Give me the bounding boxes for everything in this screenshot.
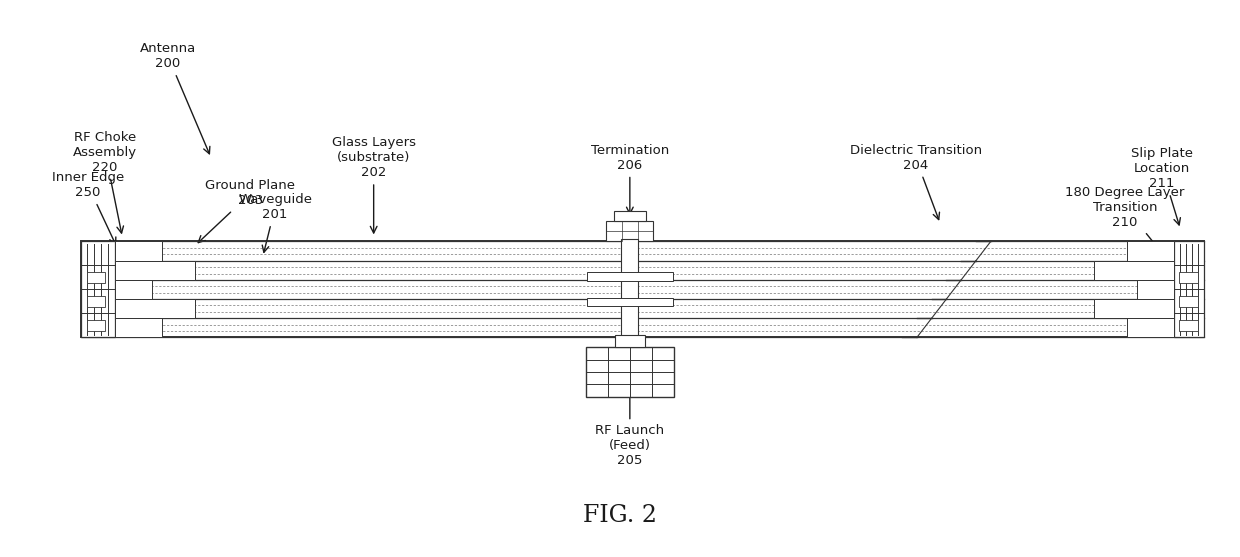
Text: 180 Degree Layer
Transition
210: 180 Degree Layer Transition 210 <box>1065 185 1184 258</box>
Bar <box>115 318 161 338</box>
Bar <box>614 211 646 221</box>
Text: Termination
206: Termination 206 <box>590 144 668 214</box>
Text: Ground Plane
203: Ground Plane 203 <box>198 179 295 243</box>
Bar <box>1127 242 1174 261</box>
Bar <box>1127 318 1174 338</box>
Text: Antenna
200: Antenna 200 <box>140 42 210 154</box>
Bar <box>1174 242 1204 338</box>
Bar <box>587 297 673 306</box>
Bar <box>115 280 153 299</box>
Bar <box>115 261 195 280</box>
Bar <box>606 221 653 242</box>
Bar <box>87 272 105 283</box>
Bar <box>87 320 105 331</box>
Bar <box>115 242 161 261</box>
Bar <box>1179 320 1198 331</box>
Bar <box>615 335 645 348</box>
Bar <box>621 239 639 340</box>
Text: Dielectric Transition
204: Dielectric Transition 204 <box>849 144 982 219</box>
Bar <box>587 272 673 281</box>
Text: FIG. 2: FIG. 2 <box>583 504 657 527</box>
Bar <box>1179 296 1198 307</box>
Bar <box>585 348 675 397</box>
Bar <box>1137 280 1174 299</box>
Bar <box>115 299 195 318</box>
Text: Slip Plate
Location
211: Slip Plate Location 211 <box>1131 147 1193 225</box>
Text: RF Launch
(Feed)
205: RF Launch (Feed) 205 <box>595 360 665 467</box>
Text: Inner Edge
250: Inner Edge 250 <box>52 171 124 245</box>
Text: RF Choke
Assembly
220: RF Choke Assembly 220 <box>73 131 138 233</box>
Text: Waveguide
201: Waveguide 201 <box>238 193 312 252</box>
Bar <box>1094 299 1174 318</box>
Bar <box>1094 261 1174 280</box>
Bar <box>81 242 115 338</box>
Bar <box>1179 272 1198 283</box>
Bar <box>81 242 1204 338</box>
Text: Glass Layers
(substrate)
202: Glass Layers (substrate) 202 <box>331 136 415 233</box>
Bar <box>87 296 105 307</box>
